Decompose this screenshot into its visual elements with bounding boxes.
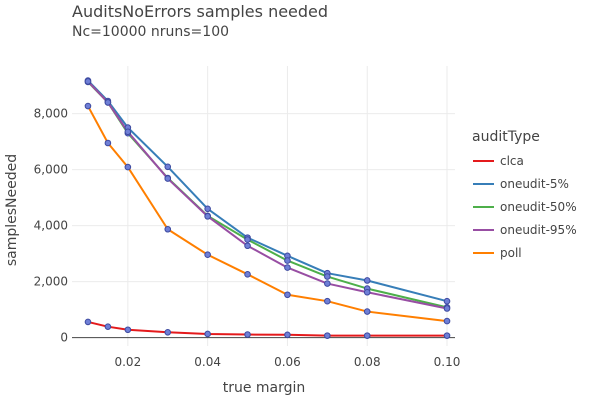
data-point-oneudit-95 <box>363 288 371 296</box>
series-line-clca <box>86 320 449 337</box>
legend-title: auditType <box>472 129 540 145</box>
chart-title: AuditsNoErrors samples needed <box>72 2 328 21</box>
data-point-oneudit-95 <box>284 264 291 271</box>
legend: auditType clca oneudit-5% oneudit-50% oneud… <box>472 129 577 260</box>
data-point-poll <box>104 139 112 147</box>
data-point-clca <box>443 332 451 339</box>
x-tick-label: 0.06 <box>274 355 301 369</box>
series-line-oneudit-5 <box>86 79 449 303</box>
data-point-clca <box>244 331 251 338</box>
x-tick-label: 0.08 <box>354 355 381 369</box>
data-point-oneudit-95 <box>104 99 112 106</box>
gridlines <box>72 66 455 346</box>
series-markers <box>84 77 451 339</box>
legend-label-poll: poll <box>500 246 522 260</box>
data-point-poll <box>443 317 451 325</box>
data-point-oneudit-95 <box>124 128 132 136</box>
legend-label-oneudit-95: oneudit-95% <box>500 223 577 237</box>
data-point-oneudit-50 <box>244 236 251 243</box>
data-point-clca <box>324 332 331 339</box>
data-point-clca <box>363 332 371 339</box>
legend-items: clca oneudit-5% oneudit-50% oneudit-95% poll <box>473 154 577 260</box>
data-point-clca <box>164 328 172 336</box>
data-point-oneudit-5 <box>164 163 172 171</box>
data-point-poll <box>244 271 251 278</box>
y-axis-title: samplesNeeded <box>4 154 20 266</box>
data-point-oneudit-5 <box>443 297 451 305</box>
data-point-oneudit-95 <box>443 305 451 312</box>
data-point-poll <box>84 102 92 110</box>
data-point-clca <box>124 326 132 334</box>
y-tick-label: 2,000 <box>34 275 68 289</box>
legend-item-clca[interactable]: clca <box>473 154 524 168</box>
data-point-poll <box>363 308 371 315</box>
x-tick-label: 0.02 <box>114 355 141 369</box>
data-point-clca <box>84 318 92 326</box>
data-point-poll <box>124 163 132 171</box>
legend-label-oneudit-50: oneudit-50% <box>500 200 577 214</box>
y-tick-label: 4,000 <box>34 219 68 233</box>
data-point-oneudit-5 <box>363 277 371 284</box>
legend-item-oneudit-95[interactable]: oneudit-95% <box>473 223 577 237</box>
series-lines <box>86 79 449 337</box>
y-tick-label: 8,000 <box>34 107 68 121</box>
data-point-oneudit-50 <box>284 257 291 264</box>
series-line-oneudit-95 <box>86 80 449 310</box>
data-point-clca <box>204 330 211 338</box>
data-point-oneudit-5 <box>204 205 211 213</box>
x-tick-label: 0.10 <box>434 355 461 369</box>
data-point-poll <box>204 251 211 259</box>
legend-item-oneudit-50[interactable]: oneudit-50% <box>473 200 577 214</box>
x-axis-ticks: 0.02 0.04 0.06 0.08 0.10 <box>114 355 460 369</box>
data-point-oneudit-50 <box>324 273 331 280</box>
series-line-oneudit-50 <box>86 80 449 309</box>
legend-label-oneudit-5: oneudit-5% <box>500 177 569 191</box>
data-point-clca <box>284 331 291 339</box>
x-axis-title: true margin <box>223 380 306 396</box>
x-tick-label: 0.04 <box>194 355 221 369</box>
data-point-poll <box>164 225 172 233</box>
data-point-oneudit-95 <box>164 175 172 182</box>
series-line-poll <box>86 105 449 323</box>
data-point-oneudit-95 <box>244 242 251 250</box>
y-tick-label: 6,000 <box>34 163 68 177</box>
legend-item-oneudit-5[interactable]: oneudit-5% <box>473 177 569 191</box>
legend-item-poll[interactable]: poll <box>473 246 522 260</box>
y-axis-ticks: 0 2,000 4,000 6,000 8,000 <box>34 107 68 345</box>
data-point-oneudit-95 <box>324 280 331 287</box>
data-point-poll <box>284 291 291 299</box>
data-point-clca <box>104 323 112 330</box>
legend-label-clca: clca <box>500 154 524 168</box>
data-point-oneudit-95 <box>204 213 211 220</box>
chart-subtitle: Nc=10000 nruns=100 <box>72 24 229 40</box>
data-point-oneudit-95 <box>84 78 92 85</box>
y-tick-label: 0 <box>60 331 68 345</box>
data-point-poll <box>324 297 331 305</box>
